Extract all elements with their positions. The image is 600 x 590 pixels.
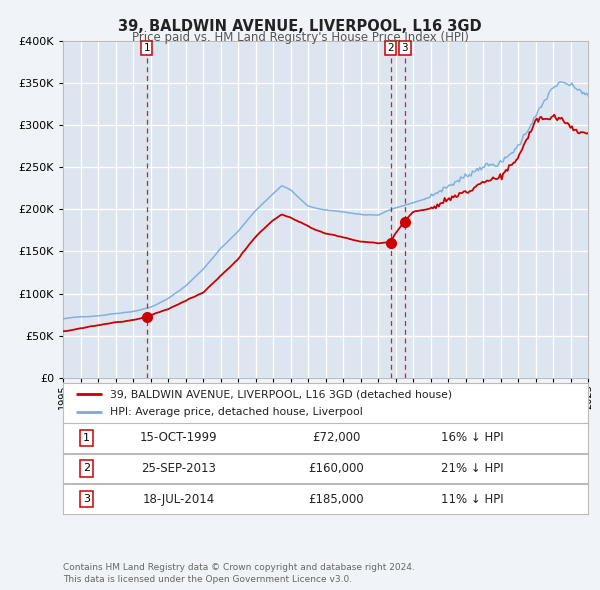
Text: 1: 1 [143,43,150,53]
Text: 39, BALDWIN AVENUE, LIVERPOOL, L16 3GD: 39, BALDWIN AVENUE, LIVERPOOL, L16 3GD [118,19,482,34]
Text: 1: 1 [83,433,90,442]
Text: £160,000: £160,000 [308,462,364,475]
Text: Contains HM Land Registry data © Crown copyright and database right 2024.
This d: Contains HM Land Registry data © Crown c… [63,563,415,584]
Text: £185,000: £185,000 [308,493,364,506]
Text: 39, BALDWIN AVENUE, LIVERPOOL, L16 3GD (detached house): 39, BALDWIN AVENUE, LIVERPOOL, L16 3GD (… [110,389,452,399]
Text: £72,000: £72,000 [312,431,360,444]
Text: 3: 3 [401,43,408,53]
Text: 21% ↓ HPI: 21% ↓ HPI [441,462,504,475]
Text: 2: 2 [388,43,394,53]
Text: HPI: Average price, detached house, Liverpool: HPI: Average price, detached house, Live… [110,407,363,417]
Text: Price paid vs. HM Land Registry's House Price Index (HPI): Price paid vs. HM Land Registry's House … [131,31,469,44]
Text: 15-OCT-1999: 15-OCT-1999 [140,431,217,444]
Text: 25-SEP-2013: 25-SEP-2013 [141,462,216,475]
Text: 2: 2 [83,464,90,473]
Text: 3: 3 [83,494,90,504]
Text: 18-JUL-2014: 18-JUL-2014 [142,493,215,506]
Text: 16% ↓ HPI: 16% ↓ HPI [441,431,504,444]
Text: 11% ↓ HPI: 11% ↓ HPI [441,493,504,506]
